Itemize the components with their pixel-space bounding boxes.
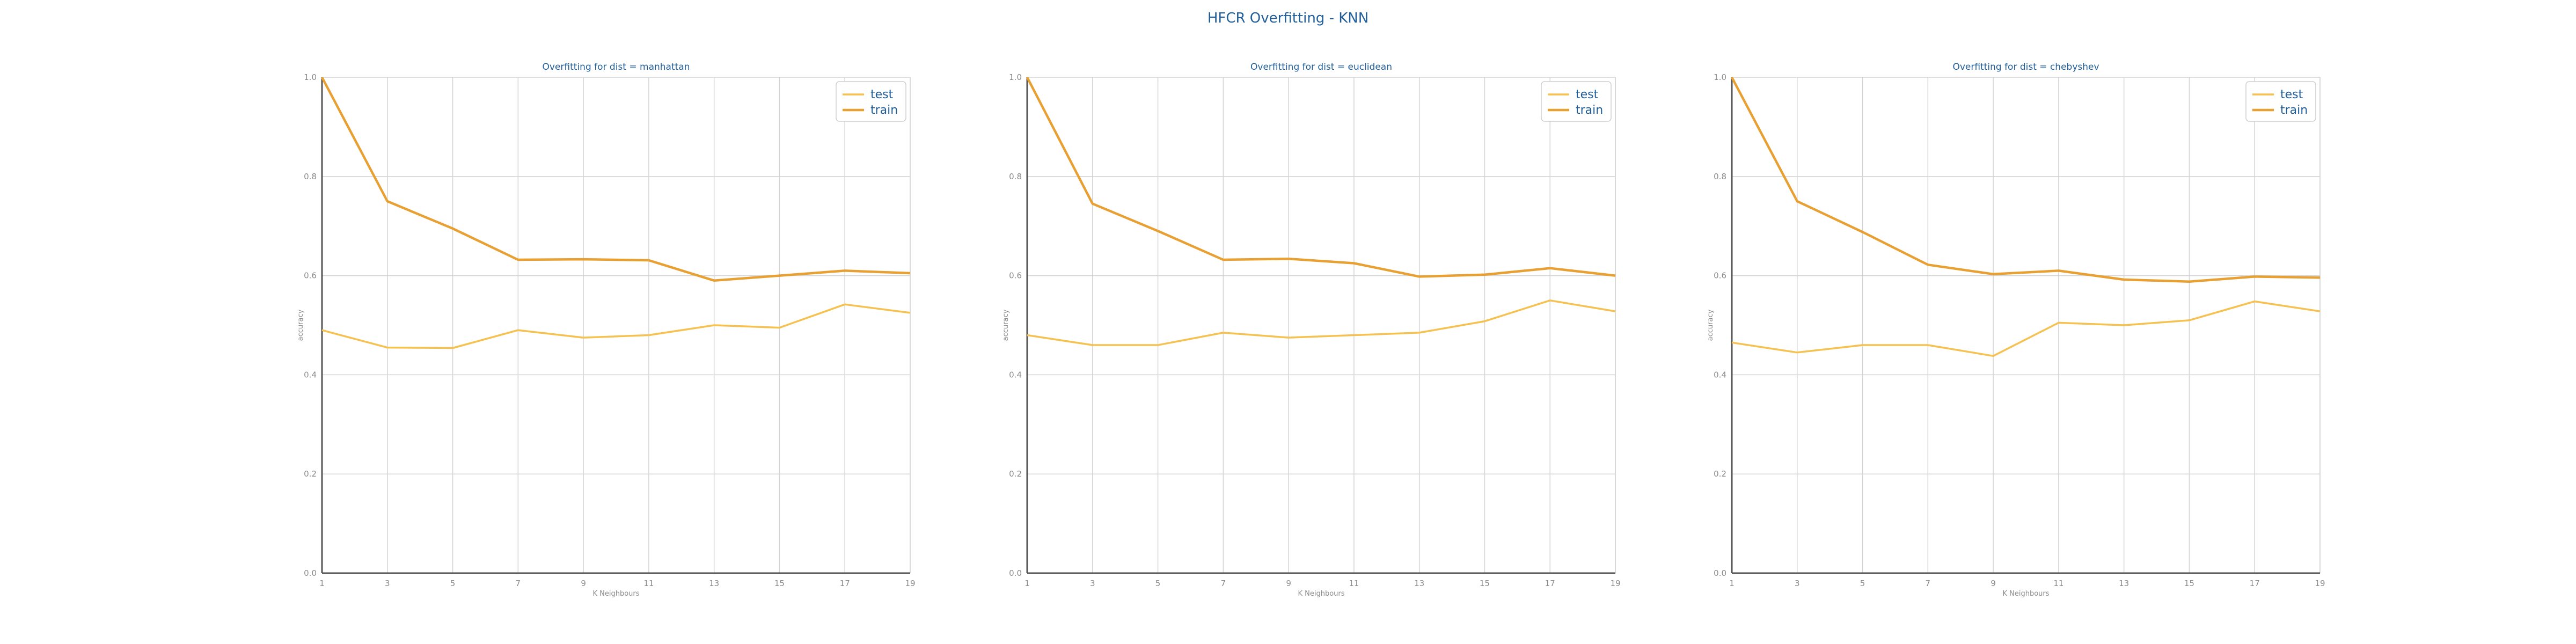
legend-label-test: test xyxy=(870,88,894,101)
y-tick-label: 0.6 xyxy=(304,271,317,281)
chart-title: Overfitting for dist = chebyshev xyxy=(1952,62,2099,72)
chart-panels: Overfitting for dist = manhattan 0.0 0.2 0.… xyxy=(297,62,2325,598)
x-tick-label: 3 xyxy=(1795,579,1800,588)
x-tick-label: 1 xyxy=(1729,579,1735,588)
legend-label-train: train xyxy=(870,104,898,117)
legend-label-train: train xyxy=(2280,104,2308,117)
y-tick-label: 0.2 xyxy=(1009,469,1022,479)
y-tick-label: 0.0 xyxy=(1009,568,1022,578)
x-tick-label: 3 xyxy=(1090,579,1095,588)
x-tick-label: 11 xyxy=(1349,579,1359,588)
x-tick-label: 13 xyxy=(1414,579,1424,588)
x-tick-label: 5 xyxy=(1860,579,1865,588)
series-line-test xyxy=(1731,300,2321,357)
legend-box xyxy=(2245,81,2316,122)
figure-title: HFCR Overfitting - KNN xyxy=(1208,10,1368,26)
x-tick-label: 13 xyxy=(2119,579,2129,588)
x-axis-label: K Neighbours xyxy=(592,590,639,598)
x-tick-label: 9 xyxy=(1990,579,1996,588)
y-tick-label: 1.0 xyxy=(1714,72,1726,82)
x-tick-label: 5 xyxy=(1155,579,1161,588)
y-tick-label: 0.4 xyxy=(304,370,317,379)
x-tick-label: 17 xyxy=(840,579,850,588)
series-line-test xyxy=(321,303,911,349)
x-tick-label: 11 xyxy=(2053,579,2063,588)
x-tick-label: 7 xyxy=(1926,579,1931,588)
chart-title: Overfitting for dist = euclidean xyxy=(1250,62,1392,72)
legend-box xyxy=(836,81,906,122)
chart-panel-2: Overfitting for dist = euclidean 0.0 0.2 0.… xyxy=(1002,62,1621,598)
x-axis-label: K Neighbours xyxy=(1298,590,1344,598)
series-line-train xyxy=(1731,76,2321,283)
x-tick-label: 19 xyxy=(905,579,915,588)
x-tick-label: 9 xyxy=(1286,579,1291,588)
x-tick-label: 3 xyxy=(385,579,390,588)
legend: test train xyxy=(2245,81,2316,122)
x-tick-label: 15 xyxy=(2184,579,2194,588)
legend-label-test: test xyxy=(1576,88,1599,101)
y-tick-label: 0.6 xyxy=(1009,271,1022,281)
chart-title: Overfitting for dist = manhattan xyxy=(543,62,690,72)
legend: test train xyxy=(1541,81,1612,122)
x-tick-label: 9 xyxy=(581,579,586,588)
x-tick-label: 7 xyxy=(1221,579,1226,588)
x-tick-label: 17 xyxy=(1545,579,1555,588)
chart-panel-1: Overfitting for dist = manhattan 0.0 0.2 0.… xyxy=(297,62,916,598)
x-axis-label: K Neighbours xyxy=(2002,590,2049,598)
x-tick-label: 1 xyxy=(1024,579,1030,588)
x-tick-label: 5 xyxy=(450,579,456,588)
y-tick-label: 0.4 xyxy=(1009,370,1022,379)
x-tick-label: 11 xyxy=(643,579,654,588)
y-tick-label: 0.0 xyxy=(304,568,317,578)
x-tick-label: 13 xyxy=(709,579,719,588)
y-tick-label: 0.0 xyxy=(1714,568,1726,578)
x-tick-label: 1 xyxy=(319,579,325,588)
y-tick-label: 0.2 xyxy=(304,469,317,479)
legend-label-train: train xyxy=(1576,104,1603,117)
y-tick-label: 0.8 xyxy=(304,172,317,181)
y-axis-label: accuracy xyxy=(297,309,305,341)
chart-panel-3: Overfitting for dist = chebyshev 0.0 0.2 0.… xyxy=(1707,62,2325,598)
x-tick-label: 19 xyxy=(2315,579,2325,588)
y-tick-label: 0.8 xyxy=(1009,172,1022,181)
y-tick-label: 0.6 xyxy=(1714,271,1726,281)
x-tick-label: 15 xyxy=(774,579,785,588)
y-axis-label: accuracy xyxy=(1707,309,1715,341)
x-tick-label: 7 xyxy=(516,579,521,588)
x-tick-label: 17 xyxy=(2250,579,2260,588)
y-tick-label: 0.8 xyxy=(1714,172,1726,181)
y-tick-label: 1.0 xyxy=(1009,72,1022,82)
legend-box xyxy=(1541,81,1612,122)
x-tick-label: 19 xyxy=(1610,579,1620,588)
y-tick-label: 0.2 xyxy=(1714,469,1726,479)
y-axis-label: accuracy xyxy=(1002,309,1010,341)
x-tick-label: 15 xyxy=(1480,579,1490,588)
legend-label-test: test xyxy=(2280,88,2303,101)
series-line-test xyxy=(1027,299,1616,346)
legend: test train xyxy=(836,81,906,122)
series-line-train xyxy=(1026,76,1616,278)
y-tick-label: 0.4 xyxy=(1714,370,1726,379)
series-line-train xyxy=(321,76,911,282)
y-tick-label: 1.0 xyxy=(304,72,317,82)
